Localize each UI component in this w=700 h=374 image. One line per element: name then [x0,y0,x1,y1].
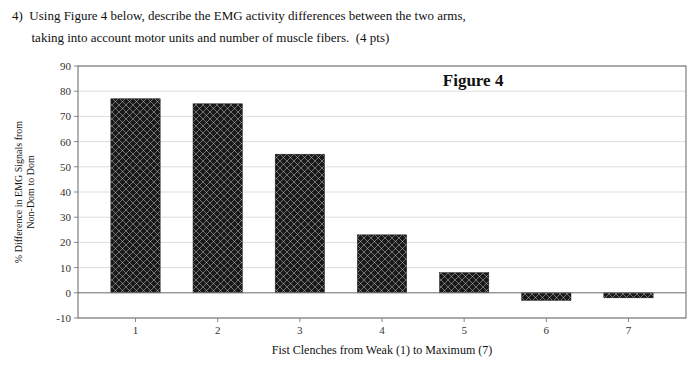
bar [440,273,489,293]
y-tick [74,318,78,319]
y-tick-label: 70 [60,110,72,122]
grid-line [78,217,686,218]
y-tick [74,292,78,293]
header-text: 4) Using Figure 4 below, describe the EM… [12,8,466,23]
y-tick [74,141,78,142]
x-tick-label: 7 [626,324,632,336]
x-tick [299,318,300,322]
grid-line [78,192,686,193]
header-text: taking into account motor units and numb… [12,30,389,45]
y-tick-label: 50 [60,161,72,173]
bar [357,235,406,293]
x-tick [464,318,465,322]
grid-line [78,166,686,167]
x-tick-label: 6 [544,324,550,336]
x-tick-label: 1 [133,324,139,336]
y-axis-label: % Difference in EMG Signals fromNon-Dom … [13,121,36,264]
y-tick [74,217,78,218]
y-tick-label: 10 [60,262,72,274]
y-tick-label: -10 [56,312,71,324]
grid-line [78,292,686,293]
plot-area [78,66,686,318]
grid-line [78,116,686,117]
y-tick-label: 20 [60,236,72,248]
grid [78,66,686,318]
y-tick-label: 60 [60,136,72,148]
y-tick [74,116,78,117]
y-tick-label: 0 [66,287,72,299]
chart: 4) Using Figure 4 below, describe the EM… [0,0,700,374]
zero-line [78,292,686,293]
y-tick [74,166,78,167]
y-tick-label: 80 [60,85,72,97]
bar [275,154,324,293]
y-tick [74,192,78,193]
y-tick [74,66,78,67]
y-tick-label: 40 [60,186,72,198]
y-tick [74,267,78,268]
plot-frame [78,66,686,318]
y-axis-label-line: % Difference in EMG Signals from [13,121,24,264]
x-tick-label: 3 [297,324,303,336]
x-tick [546,318,547,322]
bar [193,104,242,293]
y-axis-label-line: Non-Dom to Dom [25,155,36,229]
y-tick [74,91,78,92]
bar [111,99,160,293]
x-axis-label: Fist Clenches from Weak (1) to Maximum (… [272,343,492,357]
bar [604,293,653,298]
x-tick [135,318,136,322]
grid-line [78,91,686,92]
x-tick [382,318,383,322]
x-tick [628,318,629,322]
y-tick [74,242,78,243]
y-tick-label: 90 [60,60,72,72]
x-tick-label: 4 [379,324,385,336]
y-tick-label: 30 [60,211,72,223]
bar [522,293,571,301]
x-tick-label: 2 [215,324,221,336]
title: Figure 4 [443,71,504,90]
grid-line [78,141,686,142]
x-tick-label: 5 [461,324,467,336]
x-tick [217,318,218,322]
